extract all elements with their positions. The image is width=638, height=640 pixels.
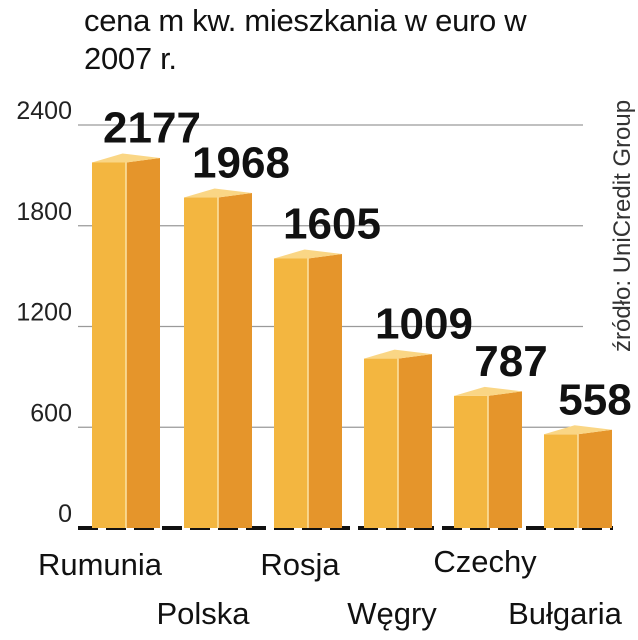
bar <box>184 188 252 529</box>
bar-side-face <box>218 193 252 529</box>
bar-top-face <box>92 153 160 163</box>
category-label: Rumunia <box>38 547 163 582</box>
y-tick-label: 2400 <box>16 97 72 125</box>
data-label: 787 <box>474 337 547 386</box>
bar <box>454 386 522 528</box>
category-label: Rosja <box>260 547 340 582</box>
bar-front-face <box>544 434 578 528</box>
y-axis-tick-labels: 0 600 1200 1800 2400 <box>16 97 72 528</box>
bar <box>364 349 432 528</box>
category-label: Węgry <box>347 596 437 631</box>
source-note: źródło: UniCredit Group <box>609 100 636 352</box>
bar-top-face <box>454 386 522 396</box>
y-tick-label: 600 <box>30 399 72 427</box>
bar-side-face <box>308 253 342 528</box>
bars <box>92 153 612 529</box>
bar-side-face <box>126 157 160 528</box>
bar-front-face <box>184 197 218 529</box>
category-label: Polska <box>156 596 250 631</box>
bar <box>274 249 342 528</box>
data-label: 1009 <box>375 300 473 349</box>
bar-top-face <box>184 188 252 198</box>
bar-front-face <box>92 162 126 528</box>
bar-front-face <box>364 358 398 528</box>
chart-title: cena m kw. mieszkania w euro w 2007 r. <box>84 3 527 76</box>
bar-front-face <box>274 258 308 528</box>
data-label: 558 <box>558 375 631 424</box>
bar-side-face <box>578 429 612 528</box>
bar <box>92 153 160 528</box>
y-tick-label: 1800 <box>16 198 72 226</box>
category-label: Bułgaria <box>508 596 622 631</box>
bar-front-face <box>454 395 488 528</box>
bar <box>544 425 612 528</box>
data-label: 2177 <box>103 103 201 152</box>
y-tick-label: 0 <box>58 500 72 528</box>
bar-top-face <box>544 425 612 435</box>
category-label: Czechy <box>433 544 537 579</box>
y-tick-label: 1200 <box>16 299 72 327</box>
data-label: 1605 <box>283 199 381 248</box>
bar-top-face <box>274 249 342 259</box>
bar-side-face <box>398 354 432 528</box>
data-label: 1968 <box>192 139 290 188</box>
bar-side-face <box>488 391 522 528</box>
bar-top-face <box>364 349 432 359</box>
